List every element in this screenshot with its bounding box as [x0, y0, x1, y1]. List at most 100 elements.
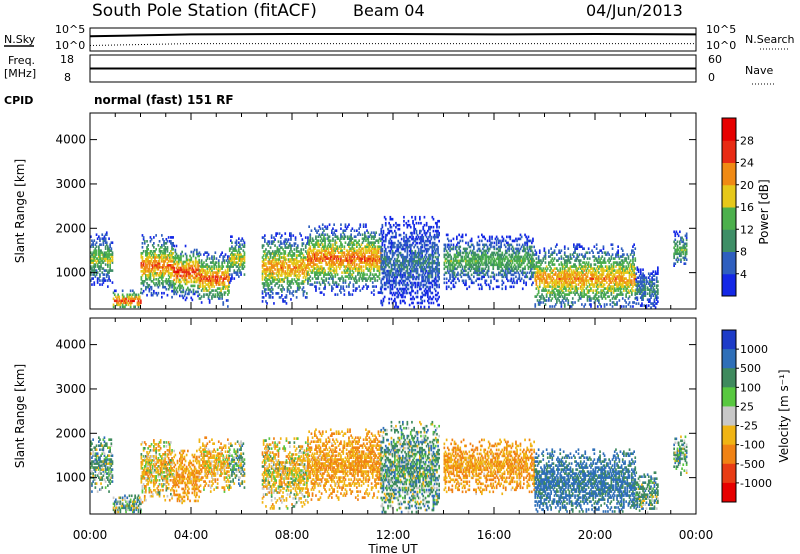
heatmap-cell: [518, 263, 521, 267]
heatmap-cell: [109, 261, 111, 264]
heatmap-cell: [295, 254, 298, 257]
heatmap-cell: [528, 277, 531, 281]
heatmap-cell: [402, 263, 404, 267]
heatmap-cell: [332, 251, 334, 254]
heatmap-cell: [495, 251, 498, 255]
heatmap-cell: [516, 279, 518, 283]
heatmap-cell: [184, 276, 187, 280]
heatmap-cell: [228, 283, 230, 286]
heatmap-cell: [105, 273, 108, 276]
heatmap-cell: [470, 273, 473, 277]
heatmap-cell: [319, 257, 322, 260]
heatmap-cell: [485, 253, 488, 257]
heatmap-cell: [289, 244, 291, 247]
heatmap-cell: [498, 267, 500, 271]
heatmap-cell: [427, 291, 429, 295]
heatmap-cell: [500, 263, 502, 267]
heatmap-cell: [468, 261, 471, 265]
heatmap-cell: [287, 258, 290, 261]
heatmap-cell: [192, 268, 195, 272]
heatmap-cell: [168, 283, 171, 287]
heatmap-cell: [392, 271, 395, 275]
heatmap-cell: [276, 270, 279, 273]
heatmap-cell: [452, 245, 455, 249]
heatmap-cell: [290, 232, 292, 235]
heatmap-cell: [340, 277, 342, 280]
heatmap-cell: [409, 257, 412, 261]
heatmap-cell: [95, 269, 98, 272]
heatmap-cell: [452, 261, 455, 265]
heatmap-cell: [331, 285, 333, 288]
heatmap-cell: [375, 231, 377, 234]
heatmap-cell: [499, 239, 501, 243]
heatmap-cell: [400, 295, 403, 299]
heatmap-cell: [321, 271, 324, 274]
heatmap-cell: [216, 275, 219, 278]
heatmap-cell: [162, 258, 164, 261]
heatmap-cell: [380, 265, 383, 269]
heatmap-cell: [475, 261, 477, 265]
heatmap-cell: [109, 253, 111, 256]
heatmap-cell: [233, 257, 236, 260]
heatmap-cell: [275, 292, 277, 295]
heatmap-cell: [279, 264, 282, 267]
heatmap-cell: [269, 262, 272, 265]
heatmap-cell: [235, 265, 238, 268]
heatmap-cell: [228, 291, 230, 294]
heatmap-cell: [509, 269, 512, 273]
heatmap-cell: [265, 288, 267, 291]
heatmap-cell: [270, 286, 273, 289]
heatmap-cell: [261, 276, 264, 279]
heatmap-cell: [526, 257, 529, 261]
heatmap-cell: [289, 270, 291, 273]
heatmap-cell: [155, 272, 157, 275]
heatmap-cell: [108, 275, 110, 278]
heatmap-cell: [284, 238, 287, 241]
heatmap-cell: [411, 263, 413, 267]
heatmap-cell: [379, 251, 382, 254]
heatmap-cell: [301, 270, 304, 273]
heatmap-cell: [90, 251, 92, 254]
heatmap-cell: [377, 259, 380, 262]
heatmap-cell: [434, 229, 437, 233]
heatmap-cell: [470, 265, 473, 269]
heatmap-cell: [374, 241, 376, 244]
heatmap-cell: [340, 251, 342, 254]
heatmap-cell: [506, 267, 508, 271]
heatmap-cell: [306, 258, 308, 261]
heatmap-cell: [301, 262, 304, 265]
heatmap-cell: [353, 279, 356, 282]
heatmap-cell: [501, 275, 504, 279]
heatmap-cell: [431, 285, 434, 289]
heatmap-cell: [293, 262, 296, 265]
heatmap-cell: [413, 253, 415, 257]
heatmap-cell: [146, 293, 148, 297]
heatmap-cell: [184, 266, 187, 270]
heatmap-cell: [180, 252, 182, 256]
heatmap-cell: [314, 227, 316, 230]
heatmap-cell: [374, 249, 376, 252]
heatmap-cell: [374, 235, 376, 238]
heatmap-cell: [434, 297, 437, 301]
heatmap-cell: [162, 283, 164, 287]
heatmap-cell: [168, 282, 171, 285]
heatmap-cell: [543, 255, 546, 258]
heatmap-cell: [351, 293, 354, 296]
heatmap-cell: [284, 240, 287, 243]
heatmap-cell: [200, 301, 203, 304]
heatmap-cell: [146, 258, 148, 261]
heatmap-cell: [198, 251, 201, 254]
heatmap-cell: [286, 276, 289, 279]
heatmap-cell: [215, 279, 218, 282]
heatmap-cell: [538, 299, 541, 302]
heatmap-cell: [399, 267, 402, 271]
heatmap-cell: [353, 267, 356, 270]
heatmap-cell: [415, 267, 418, 271]
heatmap-cell: [94, 249, 97, 252]
heatmap-cell: [233, 271, 236, 274]
heatmap-cell: [449, 265, 451, 269]
heatmap-cell: [148, 278, 151, 281]
heatmap-cell: [523, 257, 525, 261]
heatmap-cell: [200, 289, 203, 292]
